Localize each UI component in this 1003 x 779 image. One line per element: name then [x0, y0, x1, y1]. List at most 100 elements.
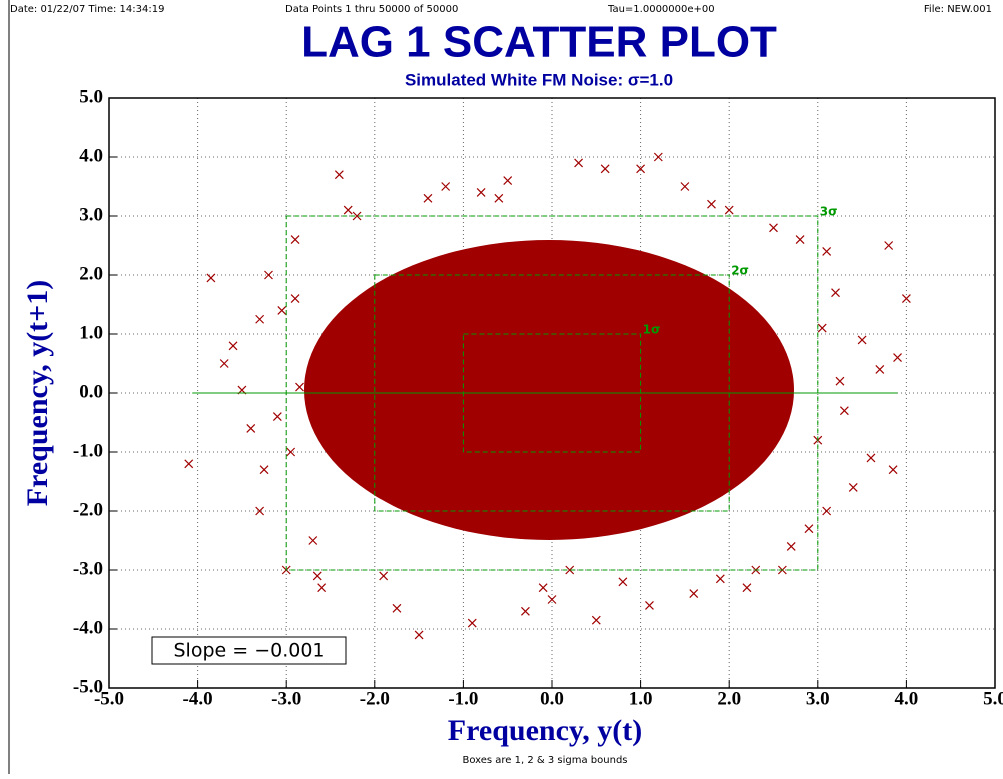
sigma-label: 1σ	[643, 323, 661, 337]
point	[286, 447, 296, 457]
point	[831, 288, 840, 298]
point	[591, 615, 601, 625]
y-tick-label: -1.0	[73, 440, 103, 461]
y-tick-label: 2.0	[79, 263, 103, 284]
point	[228, 341, 238, 351]
point	[715, 574, 725, 584]
point	[618, 577, 628, 587]
point	[423, 193, 433, 203]
x-axis-label: Frequency, y(t)	[448, 714, 642, 747]
y-tick-label: 5.0	[79, 86, 103, 107]
footnote: Boxes are 1, 2 & 3 sigma bounds	[462, 755, 627, 766]
point	[277, 305, 287, 315]
x-tick-label: 2.0	[717, 688, 741, 709]
point	[494, 193, 504, 203]
sigma-label: 3σ	[820, 205, 838, 219]
y-tick-label: 3.0	[79, 204, 103, 225]
y-tick-label: -2.0	[73, 499, 103, 520]
x-tick-label: 4.0	[895, 688, 919, 709]
y-tick-label: -4.0	[73, 617, 103, 638]
point	[520, 606, 530, 616]
header-tau: Tau=1.0000000e+00	[607, 4, 715, 15]
point	[308, 536, 318, 545]
point	[295, 382, 304, 392]
x-tick-label: -1.0	[448, 688, 478, 709]
sigma-label: 2σ	[731, 264, 749, 278]
point	[795, 235, 805, 245]
x-tick-label: -4.0	[183, 688, 213, 709]
y-tick-label: 1.0	[79, 322, 103, 343]
x-tick-label: -3.0	[271, 688, 301, 709]
point	[246, 423, 256, 433]
y-tick-label: 0.0	[79, 381, 103, 402]
point	[206, 273, 216, 283]
point	[888, 465, 898, 475]
point	[343, 205, 353, 215]
point	[334, 170, 344, 180]
point	[645, 600, 654, 610]
dense-point-cloud	[304, 240, 794, 540]
point	[653, 152, 663, 162]
point	[503, 176, 513, 186]
point	[414, 630, 424, 640]
header-date: Date: 01/22/07 Time: 14:34:19	[10, 4, 164, 15]
point	[290, 294, 300, 304]
point	[312, 571, 322, 581]
point	[769, 223, 778, 233]
point	[392, 603, 402, 613]
point	[839, 406, 849, 416]
chart-subtitle: Simulated White FM Noise: σ=1.0	[405, 70, 673, 89]
x-tick-label: -5.0	[94, 688, 124, 709]
point	[866, 453, 876, 463]
point	[467, 618, 477, 628]
point	[600, 164, 610, 174]
point	[707, 199, 716, 209]
slope-label: Slope = −0.001	[173, 640, 324, 662]
header-points: Data Points 1 thru 50000 of 50000	[285, 4, 458, 15]
point	[848, 482, 858, 492]
point	[884, 241, 894, 250]
y-tick-label: -3.0	[73, 558, 103, 579]
point	[822, 506, 832, 516]
point	[804, 524, 814, 534]
chart-title: LAG 1 SCATTER PLOT	[301, 18, 777, 67]
point	[184, 459, 194, 469]
y-tick-label: 4.0	[79, 145, 103, 166]
point	[724, 205, 734, 215]
point	[272, 412, 282, 422]
point	[379, 571, 389, 581]
point	[317, 583, 327, 593]
y-tick-label: -5.0	[73, 676, 103, 697]
point	[574, 158, 584, 168]
point	[636, 164, 646, 174]
x-tick-label: 1.0	[629, 688, 653, 709]
y-axis-label: Frequency, y(t+1)	[21, 280, 54, 507]
point	[476, 187, 486, 197]
point	[255, 314, 265, 324]
point	[875, 364, 885, 374]
point	[565, 565, 575, 575]
x-tick-label: 3.0	[806, 688, 830, 709]
x-tick-label: 0.0	[540, 688, 564, 709]
header-file: File: NEW.001	[924, 4, 992, 15]
point	[441, 182, 451, 191]
point	[264, 270, 273, 280]
point	[290, 235, 300, 245]
point	[219, 359, 229, 368]
x-tick-label: 5.0	[983, 688, 1003, 709]
point	[255, 506, 265, 516]
point	[352, 211, 362, 221]
point	[786, 541, 796, 551]
x-tick-label: -2.0	[360, 688, 390, 709]
point	[857, 335, 867, 345]
point	[547, 595, 557, 604]
point	[901, 294, 911, 304]
point	[742, 583, 752, 593]
point	[259, 465, 269, 475]
slope-box	[151, 636, 347, 665]
point	[893, 353, 902, 363]
point	[538, 583, 548, 593]
point	[817, 323, 827, 333]
point	[835, 376, 845, 386]
